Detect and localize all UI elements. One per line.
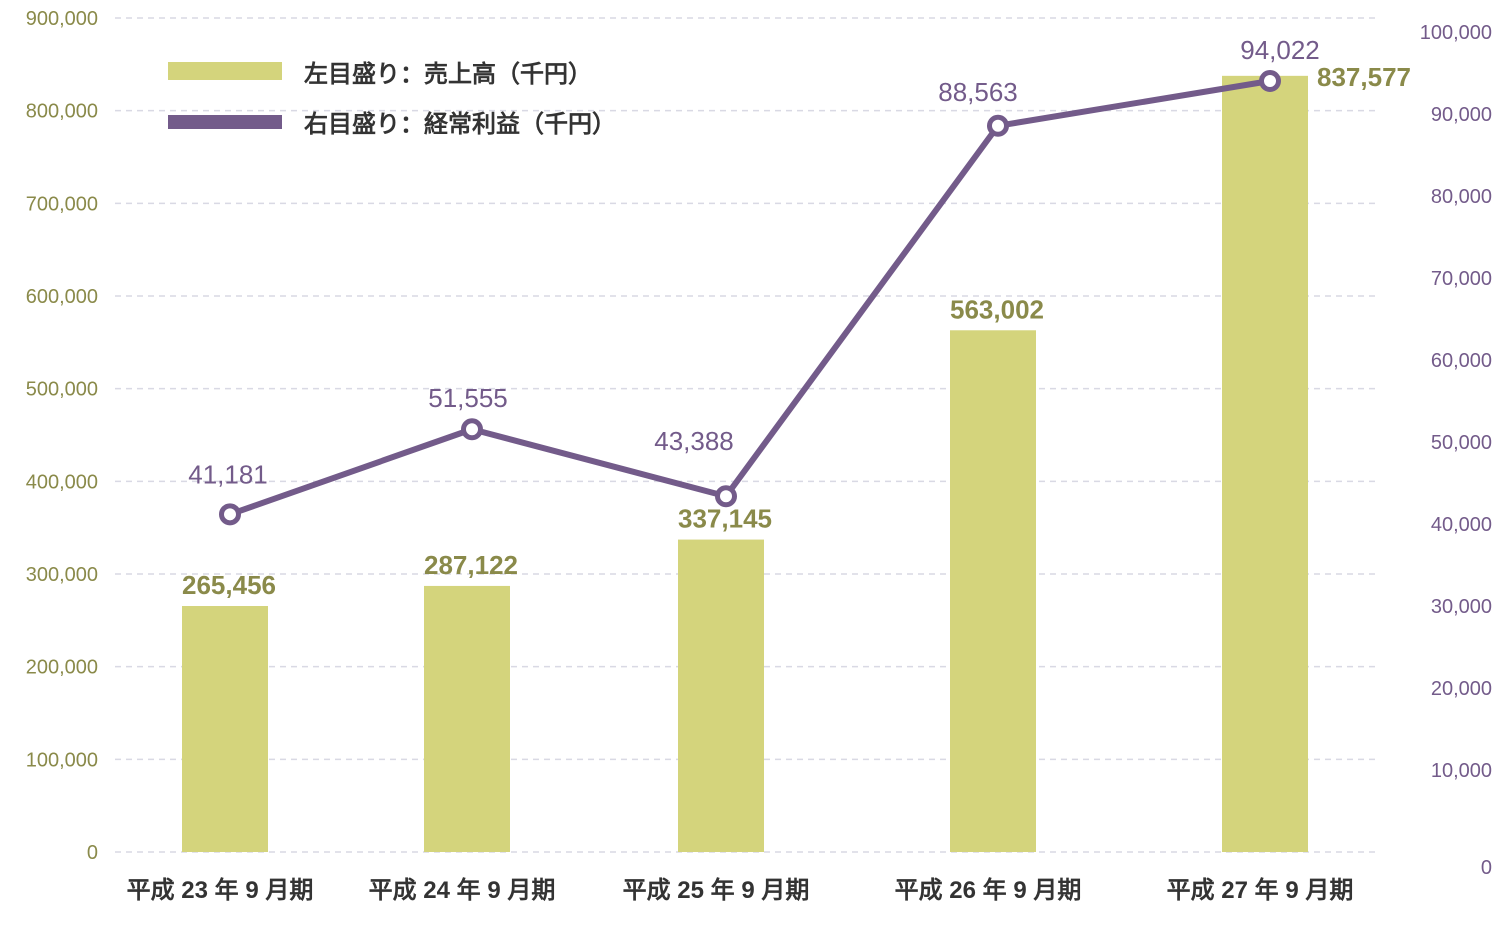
- right-tick-label: 30,000: [1431, 596, 1492, 618]
- right-tick-label: 80,000: [1431, 186, 1492, 208]
- line-value-label: 94,022: [1240, 35, 1320, 65]
- legend-line-label: 右目盛り：経常利益（千円）: [304, 110, 616, 138]
- line-value-label: 51,555: [428, 383, 508, 413]
- bar: [424, 585, 510, 852]
- line-point: [987, 114, 1009, 137]
- x-category-label: 平成 25 年 9 月期: [623, 876, 810, 904]
- line-point: [1259, 70, 1281, 93]
- bar-value-label: 337,145: [678, 504, 772, 534]
- left-tick-label: 500,000: [26, 379, 98, 401]
- left-tick-label: 400,000: [26, 471, 98, 493]
- right-tick-label: 50,000: [1431, 432, 1492, 454]
- left-tick-label: 600,000: [26, 286, 98, 308]
- left-tick-label: 300,000: [26, 564, 98, 586]
- left-axis: 0 100,000 200,000 300,000 400,000 500,000 600,…: [26, 8, 98, 864]
- bar-series: [182, 75, 1308, 853]
- left-tick-label: 700,000: [26, 193, 98, 215]
- x-category-label: 平成 27 年 9 月期: [1167, 876, 1354, 904]
- right-tick-label: 60,000: [1431, 350, 1492, 372]
- right-axis: 0 10,000 20,000 30,000 40,000 50,000 60,000 70,…: [1420, 22, 1492, 879]
- right-tick-label: 70,000: [1431, 268, 1492, 290]
- bar: [950, 330, 1036, 853]
- x-category-label: 平成 26 年 9 月期: [895, 876, 1082, 904]
- bar-value-label: 563,002: [950, 294, 1044, 324]
- line-value-label: 43,388: [654, 426, 734, 456]
- x-category-label: 平成 23 年 9 月期: [127, 876, 314, 904]
- legend-bar-label: 左目盛り：売上高（千円）: [304, 60, 592, 88]
- left-tick-label: 100,000: [26, 749, 98, 771]
- bar: [678, 539, 764, 852]
- line-series: [219, 70, 1281, 526]
- legend: 左目盛り：売上高（千円） 右目盛り：経常利益（千円）: [168, 60, 616, 138]
- left-tick-label: 900,000: [26, 8, 98, 30]
- bar: [182, 606, 268, 852]
- bar-value-label: 837,577: [1317, 62, 1411, 92]
- line-point: [715, 485, 737, 508]
- line-point: [461, 418, 483, 441]
- right-tick-label: 0: [1481, 857, 1492, 879]
- bar-data-labels: 265,456 287,122 337,145 563,002 837,577: [182, 62, 1411, 600]
- profit-line: [229, 78, 1271, 518]
- right-tick-label: 100,000: [1420, 22, 1492, 44]
- left-tick-label: 0: [87, 842, 98, 864]
- right-tick-label: 90,000: [1431, 104, 1492, 126]
- legend-line-swatch: [168, 115, 282, 129]
- line-value-label: 41,181: [188, 459, 268, 489]
- bar-value-label: 265,456: [182, 570, 276, 600]
- bar-value-label: 287,122: [424, 550, 518, 580]
- right-tick-label: 20,000: [1431, 678, 1492, 700]
- x-category-label: 平成 24 年 9 月期: [369, 876, 556, 904]
- line-data-labels: 41,181 51,555 43,388 88,563 94,022: [188, 35, 1320, 489]
- right-tick-label: 40,000: [1431, 514, 1492, 536]
- x-axis: 平成 23 年 9 月期 平成 24 年 9 月期 平成 25 年 9 月期 平成 2…: [127, 876, 1354, 904]
- legend-bar-swatch: [168, 62, 282, 80]
- right-tick-label: 10,000: [1431, 760, 1492, 782]
- left-tick-label: 800,000: [26, 101, 98, 123]
- bar: [1222, 75, 1308, 852]
- line-point: [219, 503, 241, 526]
- line-value-label: 88,563: [938, 77, 1018, 107]
- left-tick-label: 200,000: [26, 657, 98, 679]
